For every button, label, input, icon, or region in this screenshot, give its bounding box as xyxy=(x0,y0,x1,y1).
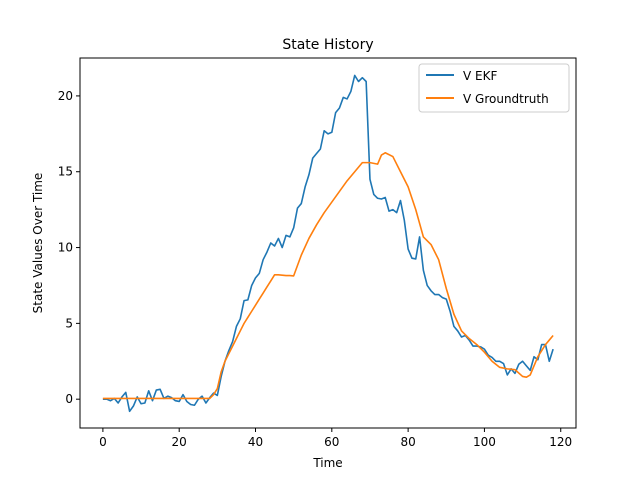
y-axis-label: State Values Over Time xyxy=(31,173,45,314)
x-tick-label: 120 xyxy=(549,435,572,449)
y-tick-label: 10 xyxy=(58,241,73,255)
x-tick-label: 80 xyxy=(400,435,415,449)
plot-area xyxy=(102,74,554,413)
chart-title: State History xyxy=(282,37,373,53)
legend: V EKF V Groundtruth xyxy=(418,63,570,113)
axes: 0 20 40 60 80 100 120 0 5 10 15 20 xyxy=(58,89,572,449)
x-tick-label: 20 xyxy=(172,435,187,449)
x-tick-label: 40 xyxy=(248,435,263,449)
plot-frame xyxy=(79,57,577,429)
legend-label-v-ekf: V EKF xyxy=(463,69,497,83)
y-tick-label: 0 xyxy=(65,392,73,406)
y-tick-label: 15 xyxy=(58,165,73,179)
x-tick-label: 60 xyxy=(324,435,339,449)
x-axis-label: Time xyxy=(312,456,342,470)
x-tick-label: 0 xyxy=(99,435,107,449)
x-tick-label: 100 xyxy=(473,435,496,449)
y-tick-label: 20 xyxy=(58,89,73,103)
series-line-v-groundtruth xyxy=(102,151,554,400)
legend-box xyxy=(418,63,570,113)
y-tick-label: 5 xyxy=(65,316,73,330)
legend-label-v-groundtruth: V Groundtruth xyxy=(463,92,549,106)
